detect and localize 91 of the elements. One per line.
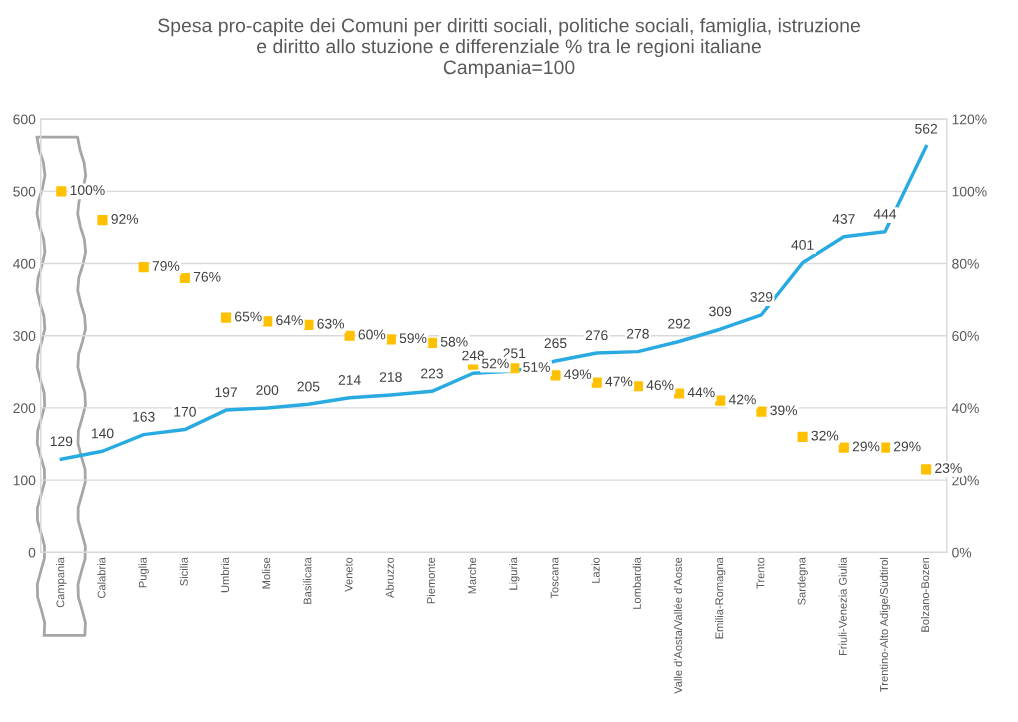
data-label: 59% bbox=[399, 333, 427, 344]
x-tick-label: Abruzzo bbox=[385, 557, 394, 598]
x-tick-label: Toscana bbox=[550, 557, 559, 599]
point bbox=[797, 431, 808, 442]
y2-tick-label: 120% bbox=[952, 114, 987, 125]
data-label: 329 bbox=[750, 292, 773, 302]
point bbox=[673, 388, 685, 399]
data-label: 292 bbox=[668, 318, 690, 329]
data-label: 92% bbox=[111, 214, 139, 224]
point bbox=[838, 442, 849, 453]
data-label: 140 bbox=[91, 428, 114, 439]
data-label: 437 bbox=[832, 214, 855, 224]
data-label: 64% bbox=[276, 315, 303, 326]
x-tick-label: Lazio bbox=[591, 557, 600, 583]
data-label: 46% bbox=[646, 380, 674, 390]
data-label: 79% bbox=[152, 261, 180, 271]
y-tick-label: 400 bbox=[13, 258, 36, 269]
x-tick-label: Trento bbox=[756, 557, 765, 589]
x-tick-label: Trentino-Alto Adige/Südtirol bbox=[879, 557, 891, 692]
y2-tick-label: 100% bbox=[952, 186, 987, 197]
data-label: 170 bbox=[174, 406, 196, 417]
y2-tick-label: 60% bbox=[952, 331, 979, 341]
data-label: 51% bbox=[523, 362, 550, 372]
y2-tick-label: 80% bbox=[952, 258, 979, 269]
point bbox=[756, 406, 767, 417]
data-label: 76% bbox=[193, 271, 221, 282]
point bbox=[220, 312, 232, 323]
point bbox=[344, 330, 355, 341]
data-label: 52% bbox=[482, 358, 509, 369]
x-tick-label: Emilia-Romagna bbox=[715, 557, 726, 639]
data-label: 223 bbox=[421, 368, 443, 379]
y2-tick-label: 40% bbox=[951, 403, 979, 414]
x-tick-label: Campania bbox=[56, 557, 67, 608]
data-label: 276 bbox=[585, 330, 608, 341]
x-tick-label: Valle d'Aosta/Vallée d'Aoste bbox=[673, 557, 683, 694]
data-label: 58% bbox=[440, 336, 468, 347]
data-label: 205 bbox=[297, 381, 320, 392]
x-tick-label: Piemonte bbox=[426, 557, 435, 604]
data-label: 100% bbox=[70, 185, 105, 196]
y-tick-label: 0 bbox=[28, 547, 36, 558]
y-tick-label: 100 bbox=[13, 475, 36, 486]
data-label: 197 bbox=[215, 387, 237, 398]
data-label: 39% bbox=[770, 405, 798, 416]
data-label: 63% bbox=[317, 318, 345, 329]
point bbox=[56, 186, 67, 197]
data-label: 163 bbox=[133, 411, 155, 422]
data-label: 200 bbox=[256, 385, 279, 395]
data-label: 23% bbox=[935, 463, 962, 474]
x-tick-label: Sicilia bbox=[179, 557, 188, 586]
data-label: 32% bbox=[811, 430, 839, 441]
x-tick-label: Basilicata bbox=[303, 557, 312, 604]
y2-tick-label: 0% bbox=[952, 547, 972, 558]
data-label: 65% bbox=[235, 311, 262, 322]
y-tick-label: 600 bbox=[13, 114, 36, 125]
point bbox=[550, 370, 561, 381]
data-label: 49% bbox=[564, 369, 592, 380]
data-label: 562 bbox=[915, 123, 938, 134]
x-tick-label: Liguria bbox=[509, 557, 520, 590]
data-label: 309 bbox=[709, 306, 732, 317]
data-label: 218 bbox=[379, 372, 402, 382]
x-tick-label: Lombardia bbox=[632, 557, 641, 609]
x-tick-label: Veneto bbox=[344, 557, 353, 592]
y-tick-label: 300 bbox=[13, 331, 36, 341]
data-label: 42% bbox=[728, 394, 756, 405]
data-label: 214 bbox=[338, 375, 361, 385]
point bbox=[97, 215, 108, 226]
y-tick-label: 200 bbox=[13, 403, 36, 414]
data-label: 401 bbox=[791, 240, 814, 250]
point bbox=[179, 272, 190, 284]
point bbox=[591, 377, 602, 388]
x-tick-label: Sardegna bbox=[797, 557, 808, 605]
data-label: 278 bbox=[626, 328, 649, 339]
point bbox=[138, 262, 149, 273]
x-tick-label: Puglia bbox=[138, 557, 149, 588]
x-tick-label: Calabria bbox=[97, 557, 106, 598]
data-label: 265 bbox=[544, 338, 567, 349]
data-label: 60% bbox=[358, 329, 386, 340]
data-label: 29% bbox=[852, 441, 880, 452]
x-tick-label: Umbria bbox=[220, 557, 230, 593]
y-tick-label: 500 bbox=[13, 186, 36, 197]
data-label: 47% bbox=[605, 376, 633, 387]
point bbox=[921, 464, 932, 475]
x-tick-label: Marche bbox=[467, 557, 477, 594]
data-label: 29% bbox=[894, 441, 921, 452]
x-tick-label: Friuli-Venezia Giulia bbox=[838, 557, 847, 656]
x-tick-label: Molise bbox=[262, 557, 271, 589]
data-label: 129 bbox=[50, 436, 73, 447]
data-label: 444 bbox=[873, 209, 897, 219]
x-tick-label: Bolzano-Bozen bbox=[920, 557, 930, 632]
chart-title: Spesa pro-capite dei Comuni per diritti sociali, politiche sociali, famiglia, istruzione e diritto allo stuzione e differenziale % tra le regioni italiane Campania=100 bbox=[158, 18, 860, 79]
data-label: 44% bbox=[687, 387, 715, 398]
